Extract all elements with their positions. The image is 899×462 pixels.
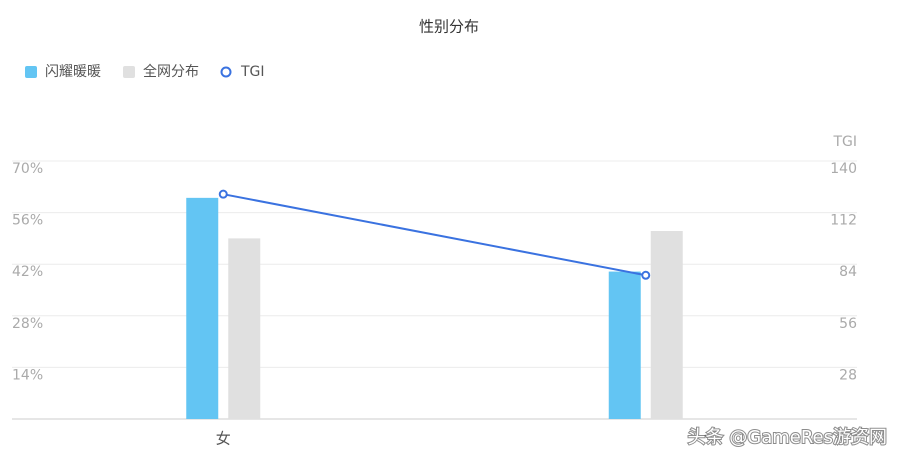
y2-tick-label: 140 [830,161,857,177]
y-tick-label: 42% [12,264,43,280]
legend-marker [25,66,37,78]
x-tick-label: 女 [216,430,231,448]
bar [608,271,641,419]
bar [650,231,683,419]
line [223,193,646,277]
legend-label: 全网分布 [143,63,199,80]
y-tick-label: 14% [12,367,43,383]
watermark: 头条 @GameRes游资网 [688,427,887,448]
y-tick-label: 56% [12,213,43,229]
bar [186,197,219,419]
y-tick-label: 70% [12,161,43,177]
chart-title: 性别分布 [419,18,479,36]
legend-label: 闪耀暖暖 [45,64,101,80]
bar [228,238,261,419]
legend-marker [123,66,135,78]
y2-tick-label: 28 [839,367,857,383]
line-point [218,189,228,199]
legend-label: TGI [240,64,265,80]
y-tick-label: 28% [12,316,43,332]
y2-axis-title: TGI [832,134,857,150]
y2-tick-label: 84 [839,264,857,280]
y2-tick-label: 112 [830,213,857,229]
y2-tick-label: 56 [839,316,857,332]
line-point [641,270,651,280]
legend-marker [220,66,232,78]
